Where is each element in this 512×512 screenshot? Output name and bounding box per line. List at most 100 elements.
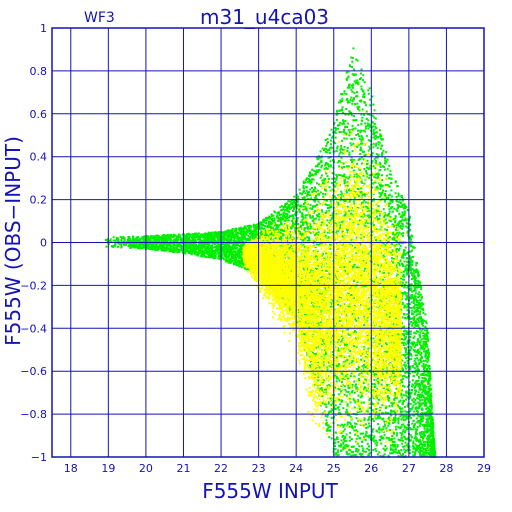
data-point (345, 176, 348, 179)
data-point (196, 254, 199, 257)
data-point (359, 274, 362, 277)
data-point (347, 75, 350, 78)
data-point (401, 227, 404, 230)
data-point (179, 235, 181, 238)
data-point (405, 264, 408, 267)
data-point (376, 187, 379, 190)
data-point (426, 343, 428, 346)
data-point (353, 263, 356, 266)
data-point (398, 264, 401, 267)
data-point (410, 317, 413, 320)
data-point (188, 247, 191, 250)
data-point (190, 253, 193, 256)
data-point (351, 124, 354, 127)
data-point (363, 270, 366, 273)
data-point (343, 428, 346, 431)
data-point (254, 231, 257, 233)
data-point (229, 238, 232, 240)
data-point (405, 371, 408, 374)
data-point (404, 338, 407, 341)
data-point (259, 227, 262, 230)
data-point (392, 322, 395, 325)
data-point (430, 388, 433, 391)
data-point (321, 254, 324, 257)
data-point (373, 383, 376, 386)
data-point (348, 110, 351, 113)
data-point (408, 381, 411, 384)
data-point (367, 422, 370, 425)
data-point (353, 375, 356, 378)
data-point (401, 337, 403, 340)
data-point (377, 141, 380, 144)
data-point (371, 438, 374, 441)
data-point (362, 388, 365, 391)
data-point (314, 187, 317, 190)
data-point (415, 447, 418, 450)
data-point (427, 388, 430, 391)
data-point (260, 226, 263, 229)
data-point (388, 164, 391, 167)
data-point (409, 267, 412, 270)
data-point (364, 267, 367, 270)
data-point (419, 448, 422, 451)
data-point (354, 329, 356, 332)
data-point (302, 227, 305, 230)
data-point (280, 237, 283, 240)
data-point (395, 226, 398, 229)
data-point (321, 164, 323, 167)
data-point (314, 186, 316, 189)
data-point (428, 407, 430, 410)
data-point (386, 229, 388, 231)
data-point (330, 139, 332, 142)
data-point (368, 399, 371, 402)
data-point (336, 340, 339, 343)
data-point (372, 389, 375, 392)
data-point (372, 136, 375, 139)
data-point (214, 236, 217, 239)
data-point (381, 165, 384, 168)
data-point (321, 269, 324, 272)
data-point (123, 238, 126, 241)
data-point (342, 130, 345, 133)
data-point (422, 437, 425, 440)
data-point (370, 299, 373, 302)
data-point (364, 201, 367, 204)
data-point (365, 225, 367, 228)
data-point (307, 246, 310, 249)
data-point (324, 414, 327, 417)
data-point (413, 335, 416, 338)
data-point (326, 414, 329, 416)
data-point (404, 246, 407, 249)
data-point (407, 442, 410, 445)
data-point (433, 443, 436, 446)
data-point (415, 309, 418, 311)
data-point (406, 230, 409, 233)
data-point (388, 236, 391, 238)
data-point (264, 217, 267, 220)
data-point (372, 371, 375, 374)
data-point (427, 430, 430, 432)
data-point (423, 384, 426, 387)
data-point (341, 148, 344, 151)
data-point (331, 216, 334, 219)
data-point (189, 246, 192, 249)
data-point (211, 244, 214, 247)
data-point (279, 209, 282, 212)
data-point (341, 106, 344, 109)
data-point (389, 448, 392, 451)
data-point (292, 223, 295, 226)
data-point (408, 339, 411, 342)
data-point (381, 138, 383, 141)
data-point (401, 303, 404, 306)
data-point (283, 219, 286, 222)
data-point (429, 449, 432, 452)
data-point (305, 189, 308, 192)
data-point (380, 442, 383, 445)
data-point (395, 195, 398, 198)
data-point (419, 328, 422, 331)
data-point (348, 151, 351, 154)
data-point (339, 131, 342, 133)
data-point (215, 253, 218, 256)
data-point (421, 415, 424, 418)
data-point (411, 450, 414, 453)
